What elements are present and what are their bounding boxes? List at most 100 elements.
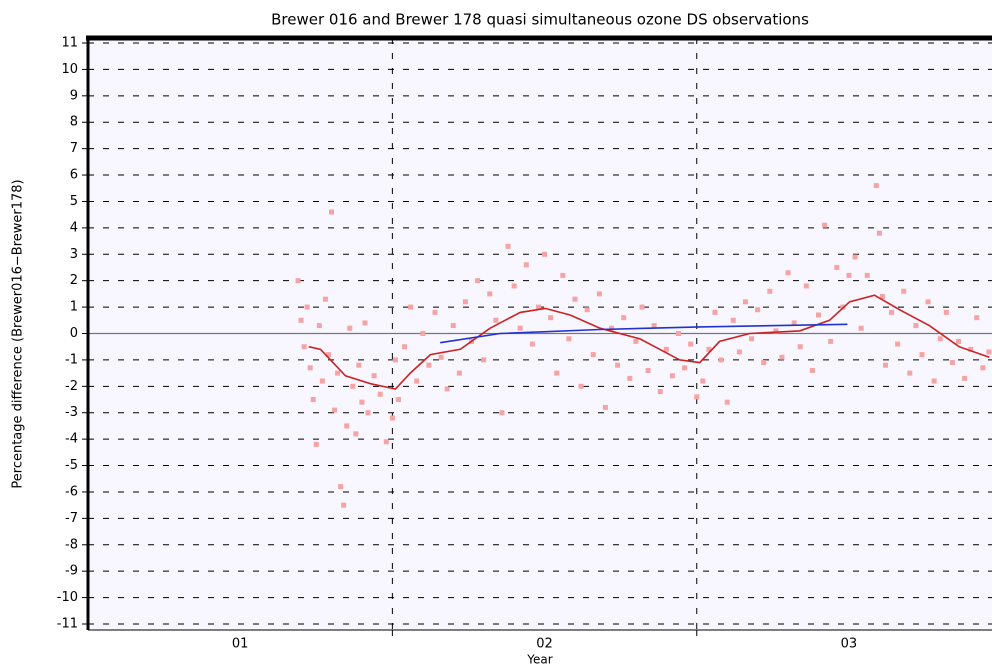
scatter-point	[846, 272, 852, 278]
scatter-point	[828, 338, 834, 344]
scatter-point	[307, 365, 313, 371]
scatter-point	[420, 331, 426, 336]
scatter-point	[362, 320, 368, 326]
scatter-point	[517, 325, 523, 331]
scatter-point	[359, 399, 365, 405]
x-tick-label: 03	[841, 637, 858, 652]
y-tick-label: 3	[70, 247, 78, 262]
scatter-point	[402, 344, 408, 350]
scatter-point	[889, 309, 895, 315]
y-axis-label: Percentage difference (Brewer016−Brewer1…	[11, 179, 26, 488]
scatter-point	[712, 309, 718, 315]
scatter-point	[371, 373, 377, 379]
scatter-point	[499, 410, 505, 416]
scatter-point	[344, 423, 350, 429]
scatter-point	[481, 357, 487, 363]
scatter-point	[338, 484, 344, 490]
y-tick-label: -8	[65, 537, 78, 552]
scatter-point	[809, 367, 815, 373]
line	[308, 294, 990, 390]
scatter-point	[535, 304, 541, 310]
scatter-point	[341, 502, 347, 508]
scatter-point	[730, 317, 736, 323]
scatter-point	[444, 386, 450, 392]
scatter-point	[822, 222, 828, 228]
scatter-point	[615, 362, 621, 368]
x-axis-label: Year	[526, 653, 552, 667]
scatter-point	[761, 360, 767, 366]
x-tick-label: 01	[232, 637, 249, 652]
chart-title: Brewer 016 and Brewer 178 quasi simultan…	[271, 11, 809, 29]
y-tick-label: 8	[70, 115, 78, 130]
scatter-point	[852, 254, 858, 260]
scatter-point	[749, 336, 755, 342]
y-tick-label: -6	[65, 484, 78, 499]
line	[440, 323, 848, 344]
scatter-point	[523, 262, 529, 268]
scatter-point	[295, 278, 301, 284]
scatter-point	[505, 243, 511, 249]
scatter-point	[335, 370, 341, 376]
scatter-point	[816, 312, 822, 318]
scatter-point	[584, 307, 590, 313]
scatter-point	[694, 394, 700, 400]
scatter-point	[462, 299, 468, 305]
scatter-point	[956, 338, 962, 344]
y-tick-label: -1	[65, 352, 78, 367]
scatter-point	[876, 230, 882, 236]
scatter-point	[301, 344, 307, 350]
scatter-point	[779, 354, 785, 360]
scatter-point	[383, 439, 389, 445]
scatter-point	[803, 283, 809, 289]
scatter-point	[943, 309, 949, 315]
y-tick-label: 9	[70, 88, 78, 103]
scatter-point	[426, 362, 432, 368]
scatter-point	[438, 354, 444, 360]
y-tick-label: -3	[65, 405, 78, 420]
scatter-point	[700, 378, 706, 384]
scatter-point	[797, 344, 803, 350]
scatter-point	[350, 383, 356, 389]
scatter-point	[895, 341, 901, 347]
scatter-point	[332, 407, 338, 413]
scatter-point	[493, 317, 499, 323]
scatter-point	[675, 331, 681, 336]
scatter-point	[377, 391, 383, 397]
scatter-point	[414, 378, 420, 384]
y-tick-label: -10	[57, 590, 78, 605]
scatter-point	[554, 370, 560, 376]
scatter-point	[316, 323, 322, 329]
scatter-point	[310, 397, 316, 403]
scatter-point	[925, 299, 931, 305]
y-tick-label: 4	[70, 220, 78, 235]
scatter-point	[663, 346, 669, 352]
scatter-point	[907, 370, 913, 376]
scatter-point	[706, 346, 712, 352]
scatter-point	[974, 315, 980, 321]
scatter-point	[736, 349, 742, 355]
y-tick-label: 10	[61, 62, 78, 77]
scatter-point	[408, 304, 414, 310]
scatter-point	[456, 370, 462, 376]
scatter-point	[645, 367, 651, 373]
scatter-point	[633, 338, 639, 344]
scatter-point	[688, 341, 694, 347]
scatter-point	[578, 383, 584, 389]
scatter-point	[718, 357, 724, 363]
scatter-point	[968, 346, 974, 352]
scatter-point	[548, 315, 554, 321]
scatter-point	[724, 399, 730, 405]
scatter-point	[913, 323, 919, 329]
scatter-point	[639, 304, 645, 310]
y-tick-label: -5	[65, 458, 78, 473]
scatter-point	[791, 320, 797, 326]
scatter-point	[329, 209, 335, 215]
scatter-point	[389, 415, 395, 421]
scatter-point	[313, 441, 319, 447]
x-tick-label: 02	[536, 637, 553, 652]
scatter-point	[566, 336, 572, 342]
y-tick-label: -7	[65, 511, 78, 526]
scatter-point	[529, 341, 535, 347]
scatter-point	[347, 325, 353, 331]
